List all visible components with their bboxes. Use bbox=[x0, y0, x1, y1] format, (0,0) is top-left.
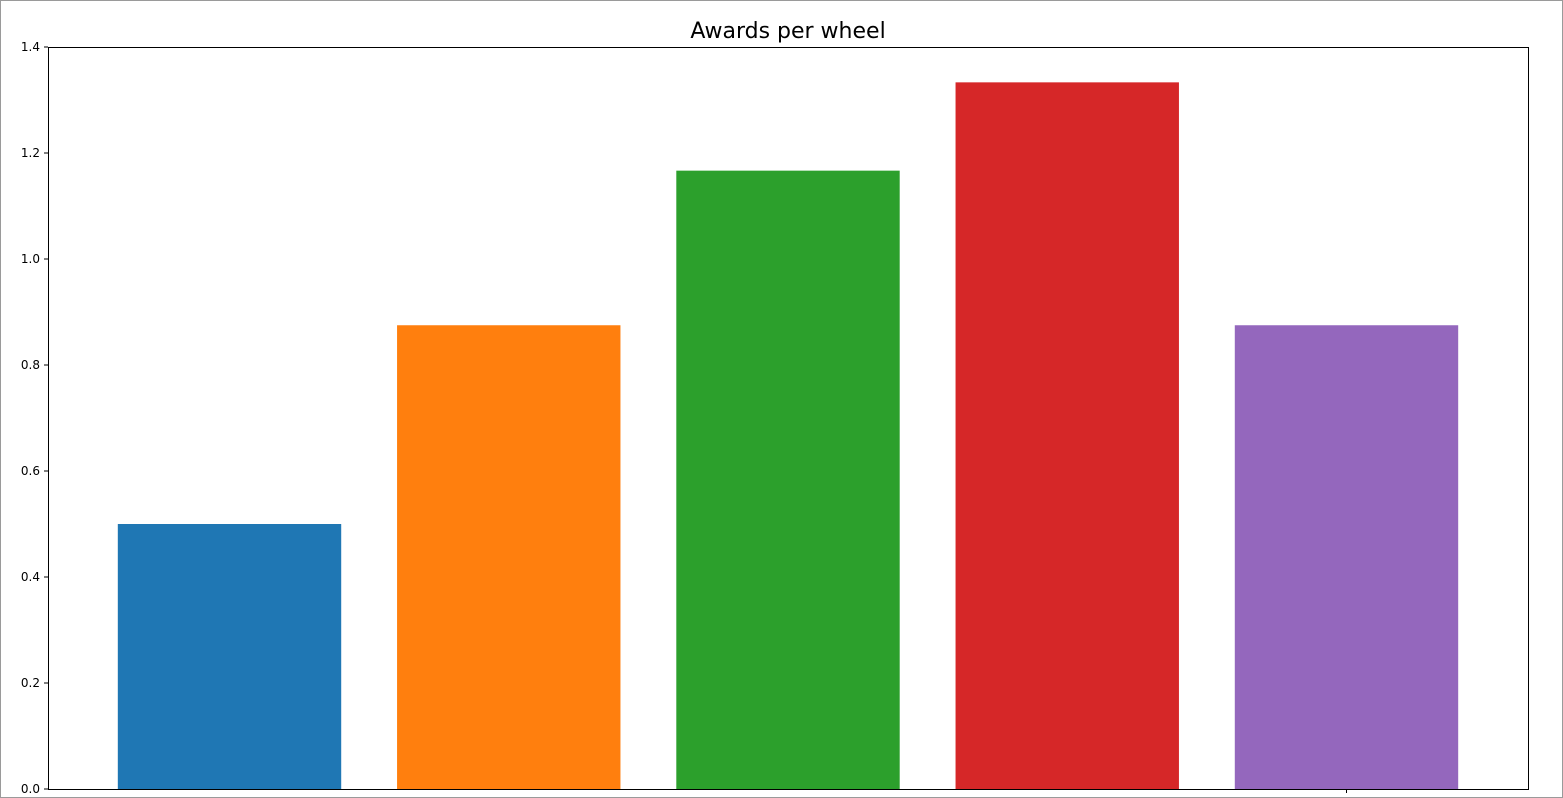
y-tick-label: 0.0 bbox=[21, 782, 40, 796]
bar-5 bbox=[1234, 325, 1459, 789]
bar-3 bbox=[676, 170, 900, 790]
y-axis: 0.0 0.2 0.4 0.6 0.8 1.0 1.2 1.4 bbox=[21, 40, 48, 796]
bar-1 bbox=[117, 524, 342, 789]
bars-group bbox=[117, 82, 1459, 790]
y-tick-label: 0.2 bbox=[21, 676, 40, 690]
y-tick-label: 0.6 bbox=[21, 464, 40, 478]
y-tick-label: 0.4 bbox=[21, 570, 40, 584]
bar-4 bbox=[955, 82, 1179, 789]
y-tick-label: 1.0 bbox=[21, 252, 40, 266]
plot-area-frame bbox=[48, 47, 1529, 790]
y-tick-label: 1.2 bbox=[21, 146, 40, 160]
y-tick-label: 0.8 bbox=[21, 358, 40, 372]
chart-title: Awards per wheel bbox=[690, 19, 885, 44]
bar-2 bbox=[397, 325, 621, 789]
y-tick-label: 1.4 bbox=[21, 40, 40, 54]
